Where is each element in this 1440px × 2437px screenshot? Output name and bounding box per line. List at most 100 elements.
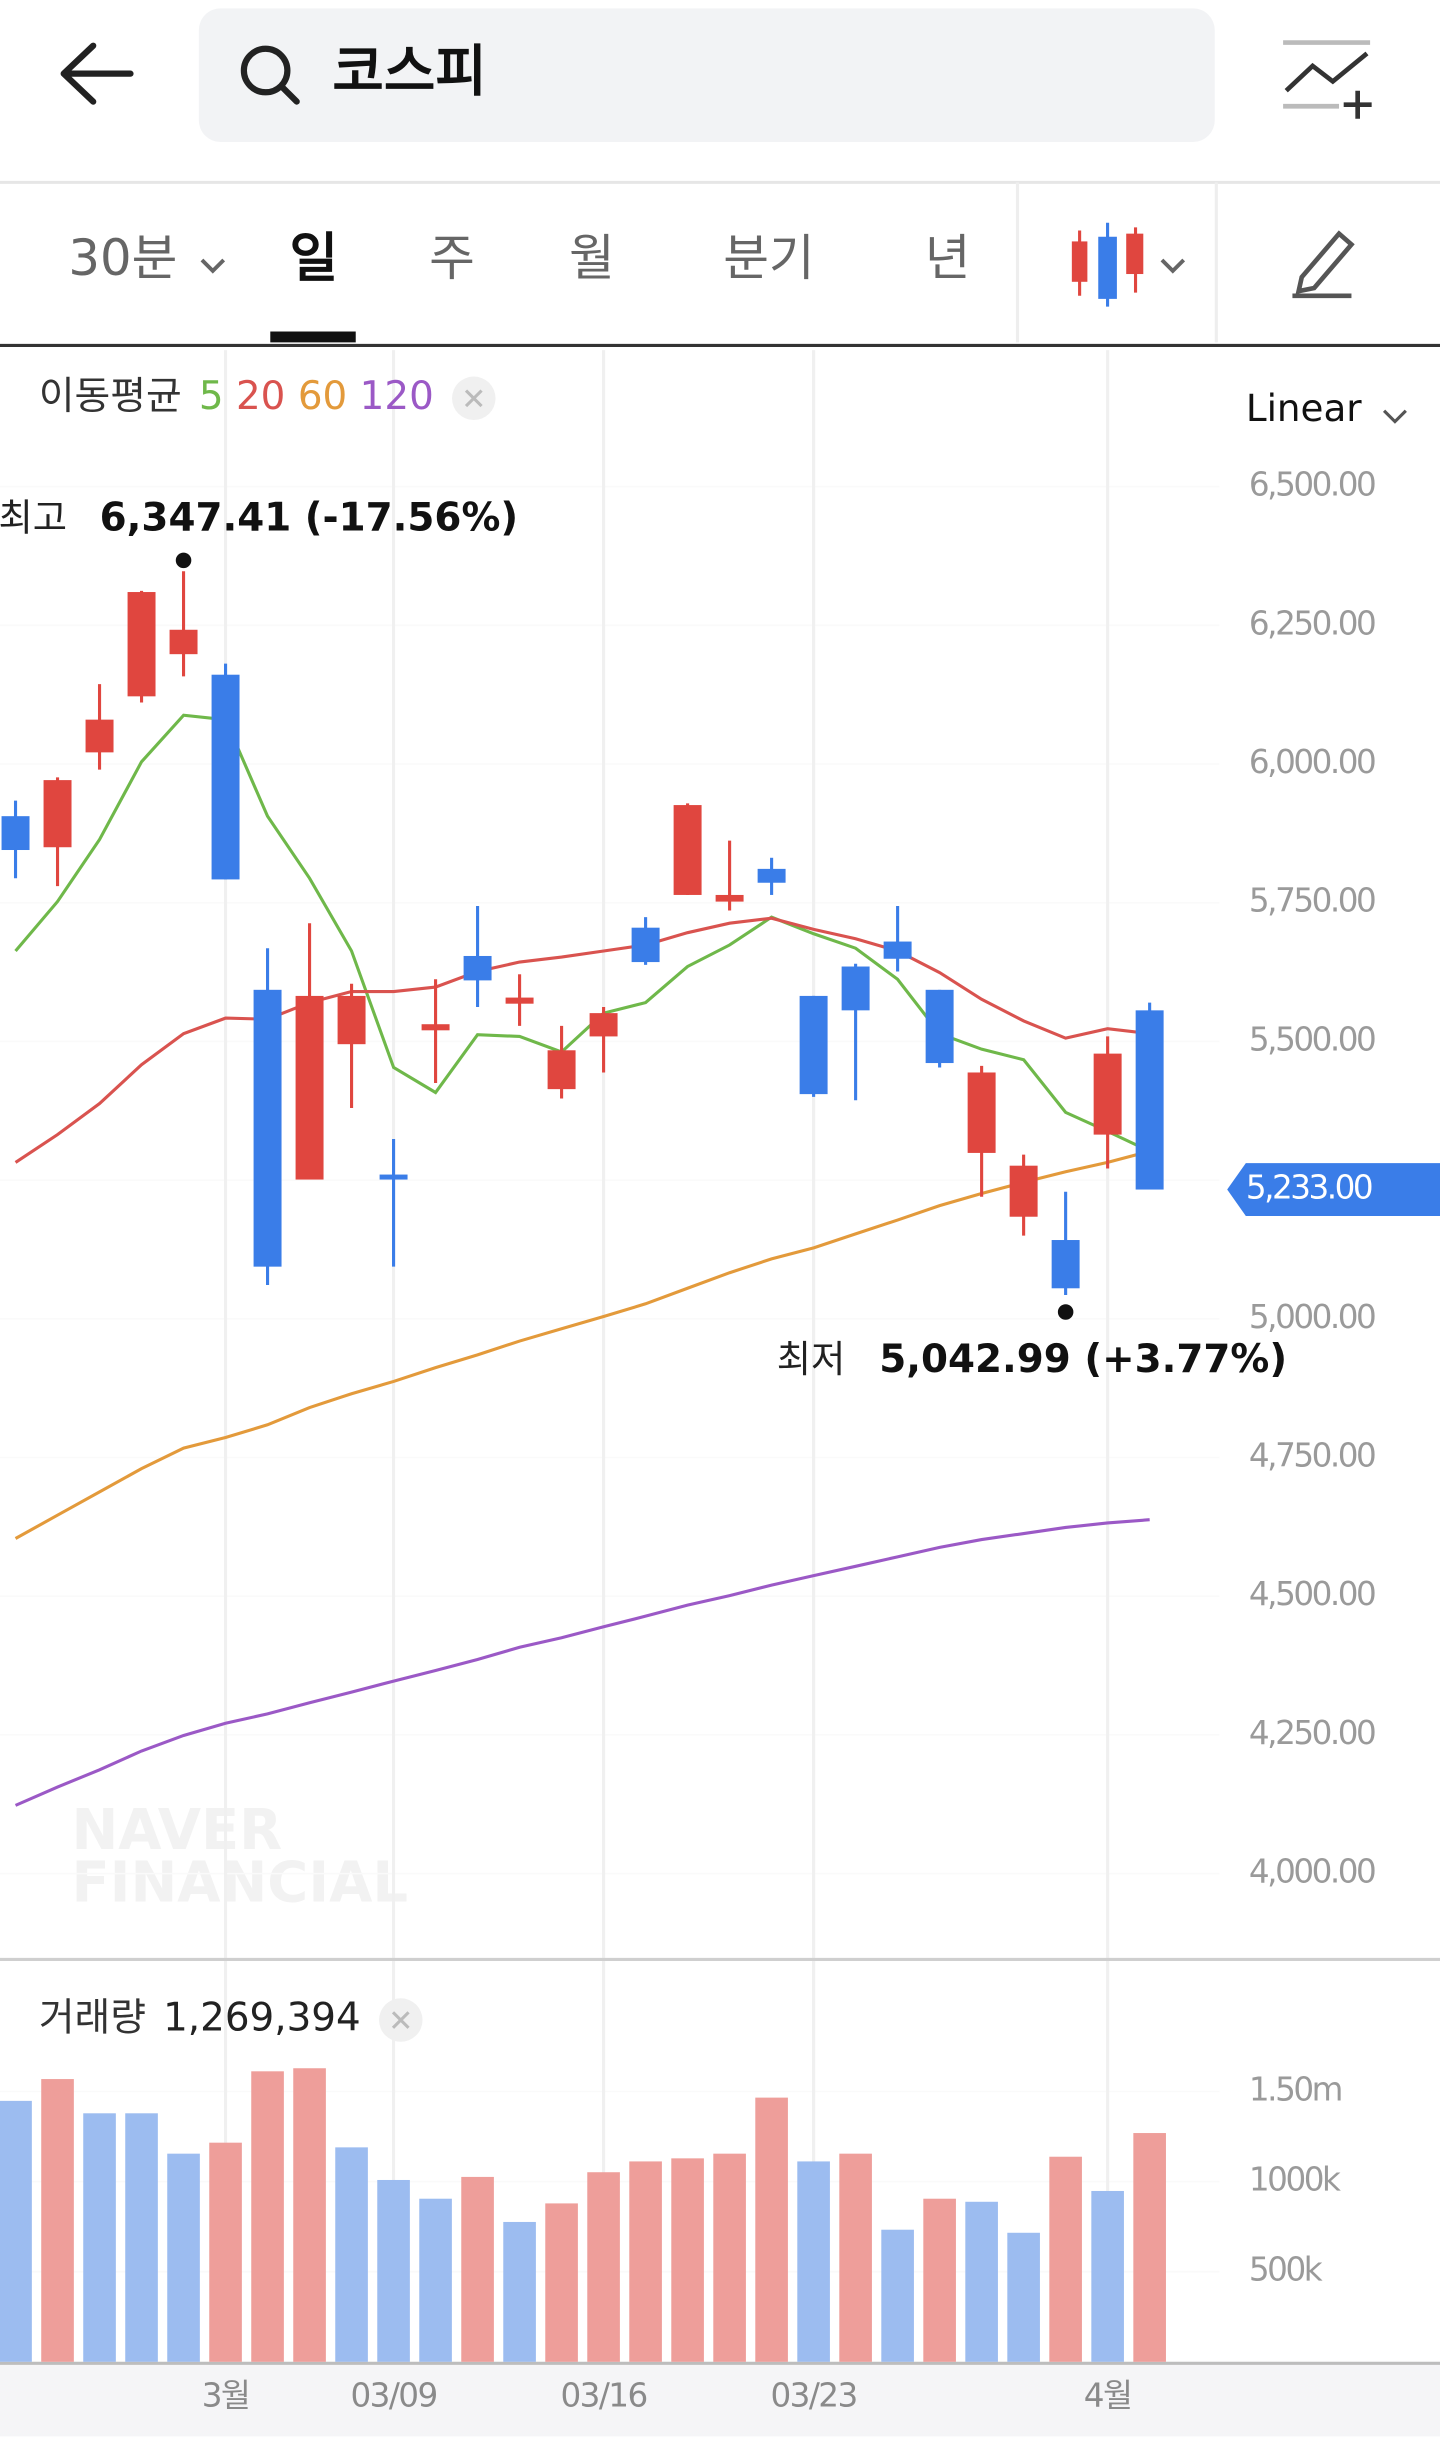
volume-bar (251, 2071, 284, 2362)
volume-bar (839, 2153, 872, 2362)
volume-bar (713, 2153, 746, 2362)
ma-line (14, 713, 1151, 1153)
volume-bar (461, 2176, 494, 2362)
volume-bar (1133, 2133, 1166, 2362)
candle-body (85, 719, 114, 753)
volume-bar (965, 2201, 998, 2362)
volume-title: 거래량 (39, 1996, 146, 2041)
candle-body (883, 941, 912, 959)
volume-bar (587, 2172, 620, 2362)
x-tick-label: 03/23 (770, 2377, 856, 2415)
high-marker (175, 552, 192, 569)
y-tick-label: 4,750.00 (1249, 1437, 1375, 1475)
candle-body (43, 780, 72, 848)
tab[interactable]: 년 (925, 229, 971, 287)
candle-body (715, 894, 744, 902)
y-tick-label: 4,500.00 (1249, 1575, 1375, 1613)
annotation-text: 5,042.99 (+3.77%) (879, 1337, 1287, 1382)
y-tick-label: 5,000.00 (1249, 1298, 1375, 1336)
candle-body (421, 1024, 450, 1031)
tab[interactable]: 분기 (723, 229, 814, 287)
candle-body (211, 674, 240, 880)
x-tick-label: 03/16 (560, 2377, 646, 2415)
search-text: 코스피 (332, 39, 486, 104)
scale-selector[interactable]: Linear (1246, 386, 1362, 430)
ma-label: 이동평균 (39, 374, 182, 419)
volume-bar (797, 2161, 830, 2362)
search-box[interactable] (198, 8, 1215, 142)
volume-bar (293, 2068, 326, 2362)
y-tick-label: 5,750.00 (1249, 882, 1375, 920)
y-tick-label: 4,250.00 (1249, 1714, 1375, 1752)
candle-body (253, 989, 282, 1267)
ma-line (14, 916, 1150, 1164)
volume-bar (671, 2158, 704, 2362)
y-tick-label: 6,500.00 (1249, 466, 1375, 504)
legend-entry: 5 (199, 374, 224, 419)
candle-body (967, 1072, 996, 1153)
legend-entry: 120 (360, 374, 434, 419)
x-tick-label: 03/09 (350, 2377, 436, 2415)
tab[interactable]: 일 (289, 228, 338, 289)
ma-line (14, 1518, 1150, 1807)
candle-body (169, 629, 198, 655)
candle-body (337, 995, 366, 1045)
volume-bar (1091, 2190, 1124, 2362)
y-tick-label: 6,000.00 (1249, 743, 1375, 781)
tab[interactable]: 월 (569, 229, 615, 287)
watermark: FINANCIAL (71, 1851, 408, 1916)
volume-bar (209, 2142, 242, 2362)
candle-body (589, 1013, 618, 1037)
volume-latest: 1,269,394 (163, 1996, 361, 2041)
candle-body (1, 816, 30, 851)
y-tick-label: 5,500.00 (1249, 1020, 1375, 1058)
candle-body (757, 868, 786, 883)
candle-body (1009, 1165, 1038, 1217)
back-button[interactable] (60, 42, 134, 105)
candle-body (463, 955, 492, 981)
compare-button[interactable] (1283, 40, 1372, 119)
tab[interactable]: 주 (429, 229, 475, 287)
x-axis-bg (0, 2364, 1440, 2437)
watermark: NAVER (71, 1798, 282, 1863)
candle-body (547, 1050, 576, 1090)
volume-bar (377, 2179, 410, 2362)
candle-body (841, 966, 870, 1011)
ma-line (14, 1149, 1151, 1540)
volume-bar (503, 2221, 536, 2362)
candle-body (799, 995, 828, 1095)
low-marker (1057, 1304, 1074, 1320)
candle-body (379, 1174, 408, 1180)
annotation-text: 6,347.41 (-17.56%) (100, 496, 518, 541)
volume-bar (167, 2153, 200, 2362)
x-tick-label: 4월 (1084, 2377, 1132, 2415)
candle-body (505, 997, 534, 1004)
last-price-label: 5,233.00 (1246, 1169, 1372, 1207)
legend-entry: 60 (298, 374, 347, 419)
y-tick-label: 500k (1249, 2251, 1323, 2289)
y-tick-label: 6,250.00 (1249, 604, 1375, 642)
x-tick-label: 3월 (202, 2377, 250, 2415)
volume-bar (629, 2161, 662, 2362)
annotation-label: 최저 (777, 1337, 846, 1381)
volume-bar (83, 2113, 116, 2362)
volume-bar (1049, 2156, 1082, 2362)
draw-button[interactable] (1292, 230, 1355, 299)
plot: 6,500.00 6,250.00 6,000.00 5,750.00 5,500.00… (0, 466, 1440, 2415)
last-price-tag (1227, 1163, 1440, 1216)
volume-bar (335, 2147, 368, 2362)
tab-indicator (270, 331, 356, 343)
y-tick-label: 1.50m (1249, 2070, 1341, 2108)
candle-body (1051, 1240, 1080, 1289)
volume-bar (755, 2097, 788, 2362)
volume-bar (419, 2198, 452, 2362)
candle-body (673, 805, 702, 895)
tab[interactable]: 30분 (68, 229, 177, 287)
search-icon (240, 45, 291, 96)
legend: 5 20 60 120 (199, 374, 434, 419)
y-tick-label: 1000k (1249, 2161, 1341, 2199)
chart-type-button[interactable] (1071, 222, 1186, 307)
volume-bar (0, 2100, 32, 2362)
